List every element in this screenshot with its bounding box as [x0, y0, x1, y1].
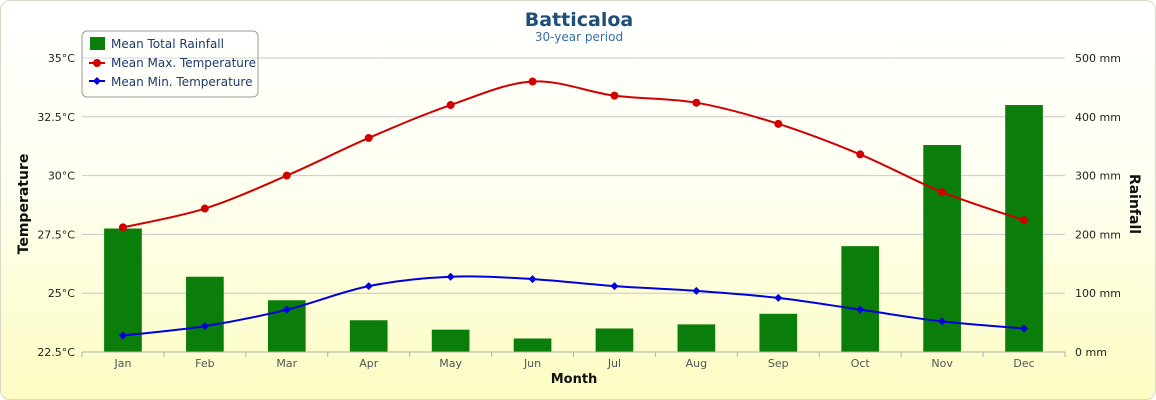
min-temp-point[interactable] — [118, 331, 127, 340]
y-left-tick-label: 25°C — [48, 287, 75, 300]
max-temp-point[interactable] — [610, 91, 619, 100]
max-temp-point[interactable] — [774, 119, 783, 128]
x-tick-label: Jul — [607, 357, 621, 370]
min-temp-point[interactable] — [692, 286, 701, 295]
rainfall-bar[interactable] — [513, 338, 552, 352]
legend-min-temp-marker — [93, 77, 101, 85]
max-temp-point[interactable] — [938, 188, 947, 197]
y-left-tick-label: 32.5°C — [37, 111, 75, 124]
x-tick-label: Apr — [359, 357, 379, 370]
x-tick-label: Dec — [1013, 357, 1034, 370]
grid-lines — [82, 57, 1065, 294]
max-temp-point[interactable] — [282, 171, 291, 180]
y-left-tick-label: 30°C — [48, 170, 75, 183]
y-right-tick-label: 300 mm — [1075, 170, 1121, 183]
y-right-tick-label: 200 mm — [1075, 228, 1121, 241]
y-right-tick-label: 400 mm — [1075, 111, 1121, 124]
rainfall-bar[interactable] — [1005, 105, 1043, 352]
x-tick-label: Oct — [851, 357, 871, 370]
rainfall-bar[interactable] — [186, 276, 224, 352]
x-tick-label: Feb — [195, 357, 214, 370]
min-temp-point[interactable] — [774, 293, 783, 302]
y-left-tick-label: 22.5°C — [37, 346, 75, 359]
rainfall-bars — [104, 105, 1043, 352]
min-temp-line — [122, 275, 1025, 337]
rainfall-bar[interactable] — [104, 228, 142, 352]
max-temp-point[interactable] — [1020, 216, 1029, 225]
max-temp-point[interactable] — [692, 98, 701, 107]
x-tick-label: Nov — [931, 357, 953, 370]
max-temp-line — [122, 80, 1025, 229]
rainfall-bar[interactable] — [431, 329, 470, 352]
max-temp-point[interactable] — [856, 150, 865, 159]
rainfall-bar[interactable] — [759, 313, 798, 352]
rainfall-bar[interactable] — [595, 328, 634, 352]
legend[interactable]: Mean Total Rainfall Mean Max. Temperatur… — [81, 30, 259, 98]
right-axis-title: Rainfall — [1126, 174, 1142, 234]
legend-min-temp-label[interactable]: Mean Min. Temperature — [111, 75, 252, 89]
legend-rainfall-swatch — [90, 37, 105, 50]
legend-max-temp-label[interactable]: Mean Max. Temperature — [111, 56, 256, 70]
y-right-tick-label: 0 mm — [1075, 346, 1107, 359]
x-axis-title: Month — [551, 372, 598, 387]
max-temp-point[interactable] — [528, 77, 537, 86]
rainfall-bar[interactable] — [841, 246, 880, 352]
max-temp-point[interactable] — [364, 133, 373, 142]
min-temp-point[interactable] — [446, 272, 455, 281]
y-right-tick-label: 100 mm — [1075, 287, 1121, 300]
max-temp-point[interactable] — [446, 101, 455, 110]
min-temp-point[interactable] — [610, 282, 619, 291]
temperature-lines — [118, 77, 1029, 340]
max-temp-point[interactable] — [118, 223, 127, 232]
legend-rainfall-label[interactable]: Mean Total Rainfall — [111, 37, 224, 51]
min-temp-point[interactable] — [282, 305, 291, 314]
left-axis-title: Temperature — [16, 154, 32, 255]
legend-box — [81, 30, 259, 98]
chart-subtitle: 30-year period — [535, 30, 623, 44]
min-temp-point[interactable] — [1020, 324, 1029, 333]
min-temp-point[interactable] — [856, 305, 865, 314]
y-right-tick-label: 500 mm — [1075, 52, 1121, 65]
min-temp-point[interactable] — [528, 275, 537, 284]
min-temp-point[interactable] — [200, 322, 209, 331]
x-tick-label: Aug — [686, 357, 707, 370]
rainfall-bar[interactable] — [677, 324, 716, 352]
rainfall-bar[interactable] — [349, 320, 388, 352]
x-tick-label: Jan — [113, 357, 131, 370]
x-tick-label: May — [439, 357, 462, 370]
x-tick-label: Jun — [523, 357, 541, 370]
axes: 22.5°C 25°C 27.5°C 30°C 32.5°C 35°C 0 mm 100 mm… — [37, 52, 1121, 370]
chart-title: Batticaloa — [525, 9, 633, 31]
y-left-tick-label: 35°C — [48, 52, 75, 65]
x-tick-label: Sep — [768, 357, 789, 370]
max-temp-point[interactable] — [200, 204, 209, 213]
min-temp-point[interactable] — [364, 282, 373, 291]
x-tick-label: Mar — [276, 357, 297, 370]
legend-max-temp-marker — [93, 59, 101, 67]
min-temp-point[interactable] — [938, 317, 947, 326]
y-left-tick-label: 27.5°C — [37, 228, 75, 241]
